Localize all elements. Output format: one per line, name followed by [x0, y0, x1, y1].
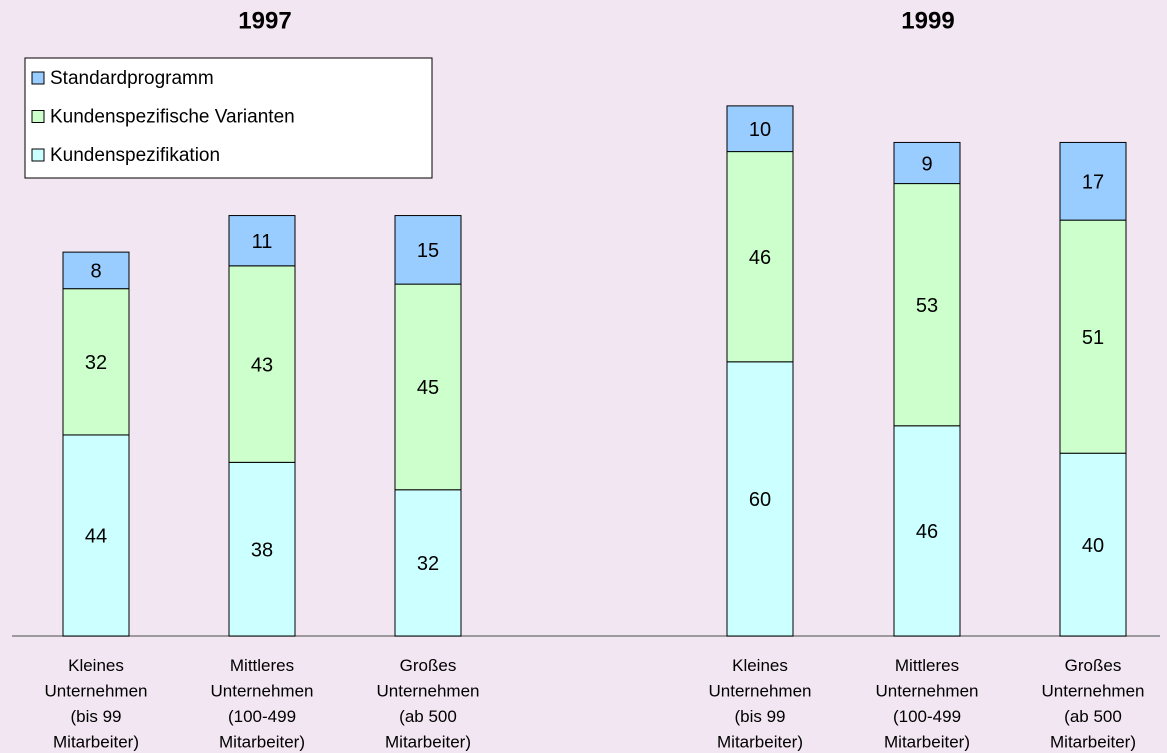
legend-swatch [31, 148, 45, 162]
x-tick-label: Großes Unternehmen (ab 500 Mitarbeiter) [376, 656, 479, 752]
label-line: (bis 99 [734, 707, 785, 726]
data-label: 10 [749, 119, 771, 141]
label-line: Großes [1065, 656, 1122, 675]
label-line: Unternehmen [875, 682, 978, 701]
x-tick-label: Mittleres Unternehmen (100-499 Mitarbeiter) [875, 656, 978, 752]
label-line: (100-499 [893, 707, 961, 726]
bar-segment [62, 251, 130, 290]
x-tick-label: Kleines Unternehmen (bis 99 Mitarbeiter) [44, 656, 147, 752]
bar-segment [1059, 452, 1127, 637]
bar-segment [394, 283, 462, 491]
label-line: (bis 99 [70, 707, 121, 726]
label-line: Mittleres [230, 656, 294, 675]
label-line: Mitarbeiter) [219, 733, 305, 752]
data-label: 53 [916, 295, 938, 317]
chart-title: 1997 [238, 7, 291, 34]
label-line: Mitarbeiter) [385, 733, 471, 752]
legend-label: Kundenspezifische Varianten [50, 107, 295, 128]
data-label: 51 [1082, 327, 1104, 349]
data-label: 17 [1082, 172, 1104, 194]
label-line: Unternehmen [708, 682, 811, 701]
legend-swatch [31, 71, 45, 85]
chart-title: 1999 [901, 7, 954, 34]
x-tick-label: Kleines Unternehmen (bis 99 Mitarbeiter) [708, 656, 811, 752]
label-line: Unternehmen [1041, 682, 1144, 701]
bar-segment [1059, 219, 1127, 454]
label-line: Mitarbeiter) [53, 733, 139, 752]
data-label: 11 [252, 231, 273, 253]
data-label: 60 [749, 489, 771, 511]
x-tick-label: Mittleres Unternehmen (100-499 Mitarbeiter) [210, 656, 313, 752]
bar-segment [726, 151, 794, 363]
data-label: 43 [251, 354, 273, 376]
data-label: 46 [916, 521, 938, 543]
label-line: (ab 500 [399, 707, 457, 726]
label-line: Mitarbeiter) [717, 733, 803, 752]
bar-segment [893, 183, 961, 427]
bar-segment [228, 215, 296, 267]
bar-segment [1059, 141, 1127, 221]
data-label: 8 [90, 261, 101, 283]
data-label: 32 [417, 553, 439, 575]
legend-label: Kundenspezifikation [50, 145, 220, 166]
bar-segment [394, 489, 462, 637]
data-label: 32 [85, 352, 107, 374]
label-line: Mitarbeiter) [1050, 733, 1136, 752]
bar-segment [893, 141, 961, 185]
data-label: 38 [251, 539, 273, 561]
legend-box [24, 57, 433, 179]
bar-segment [394, 215, 462, 285]
data-label: 40 [1082, 535, 1104, 557]
label-line: Kleines [732, 656, 788, 675]
data-label: 9 [921, 153, 932, 175]
label-line: Unternehmen [376, 682, 479, 701]
label-line: Mittleres [895, 656, 959, 675]
bar-segment [726, 105, 794, 153]
legend-swatch [31, 110, 45, 123]
label-line: Unternehmen [210, 682, 313, 701]
bar-segment [62, 288, 130, 436]
data-label: 15 [417, 240, 439, 262]
label-line: Großes [400, 656, 457, 675]
data-label: 44 [85, 526, 107, 548]
bar-segment [893, 425, 961, 637]
data-label: 45 [417, 377, 439, 399]
label-line: (ab 500 [1064, 707, 1122, 726]
legend-label: Standardprogramm [50, 68, 214, 89]
label-line: Kleines [68, 656, 124, 675]
label-line: Unternehmen [44, 682, 147, 701]
data-label: 46 [749, 247, 771, 269]
bar-segment [228, 265, 296, 463]
bar-segment [228, 461, 296, 637]
label-line: (100-499 [228, 707, 296, 726]
bar-segment [62, 434, 130, 637]
x-tick-label: Großes Unternehmen (ab 500 Mitarbeiter) [1041, 656, 1144, 752]
bar-segment [726, 361, 794, 637]
label-line: Mitarbeiter) [884, 733, 970, 752]
